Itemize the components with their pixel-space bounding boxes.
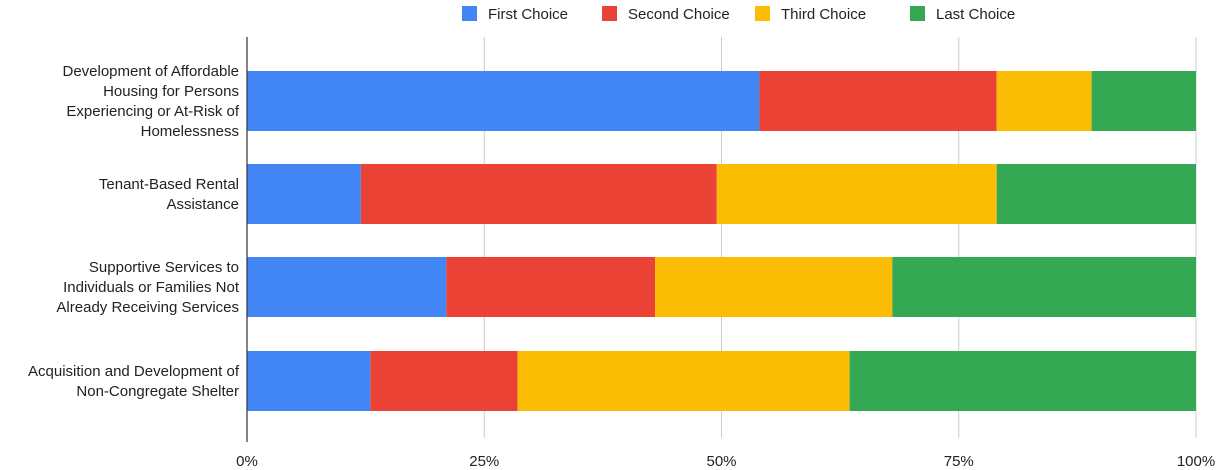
- category-label-line: Assistance: [166, 196, 239, 213]
- category-label-line: Acquisition and Development of: [28, 363, 240, 380]
- legend-label: Second Choice: [628, 6, 730, 23]
- legend: First Choice Second Choice Third Choice Las…: [462, 6, 1015, 23]
- bar-segment: [370, 351, 518, 411]
- bars: [247, 71, 1196, 411]
- category-label: Development of Affordable Housing for Per…: [62, 63, 239, 140]
- legend-swatch: [910, 6, 925, 21]
- category-label-line: Housing for Persons: [103, 83, 239, 100]
- category-label: Acquisition and Development of Non-Congre…: [28, 363, 240, 400]
- x-tick-label: 100%: [1177, 453, 1215, 470]
- bar-segment: [996, 164, 1196, 224]
- x-tick-label: 0%: [236, 453, 258, 470]
- category-label: Tenant-Based Rental Assistance: [99, 176, 239, 213]
- bar-segment: [892, 257, 1196, 317]
- bar-segment: [247, 257, 447, 317]
- bar-segment: [759, 71, 997, 131]
- x-tick-label: 25%: [469, 453, 499, 470]
- category-label-line: Homelessness: [141, 123, 239, 140]
- category-label: Supportive Services to Individuals or Fam…: [56, 259, 239, 316]
- category-label-line: Already Receiving Services: [56, 299, 239, 316]
- legend-label: First Choice: [488, 6, 568, 23]
- bar-segment: [517, 351, 850, 411]
- legend-swatch: [602, 6, 617, 21]
- x-tick-label: 75%: [944, 453, 974, 470]
- bar-segment: [446, 257, 656, 317]
- bar-segment: [1091, 71, 1196, 131]
- category-labels: Development of Affordable Housing for Per…: [28, 63, 240, 400]
- legend-label: Third Choice: [781, 6, 866, 23]
- bar-segment: [849, 351, 1196, 411]
- category-label-line: Individuals or Families Not: [63, 279, 240, 296]
- bar-segment: [247, 164, 361, 224]
- bar-segment: [655, 257, 893, 317]
- x-tick-labels: 0% 25% 50% 75% 100%: [236, 453, 1215, 470]
- bar-segment: [247, 351, 371, 411]
- legend-swatch: [755, 6, 770, 21]
- bar-segment: [360, 164, 717, 224]
- category-label-line: Supportive Services to: [89, 259, 239, 276]
- bar-segment: [247, 71, 760, 131]
- x-tick-label: 50%: [706, 453, 736, 470]
- bar-segment: [716, 164, 997, 224]
- legend-label: Last Choice: [936, 6, 1015, 23]
- category-label-line: Non-Congregate Shelter: [76, 383, 239, 400]
- category-label-line: Development of Affordable: [62, 63, 239, 80]
- category-label-line: Tenant-Based Rental: [99, 176, 239, 193]
- bar-segment: [996, 71, 1092, 131]
- category-label-line: Experiencing or At-Risk of: [66, 103, 239, 120]
- legend-swatch: [462, 6, 477, 21]
